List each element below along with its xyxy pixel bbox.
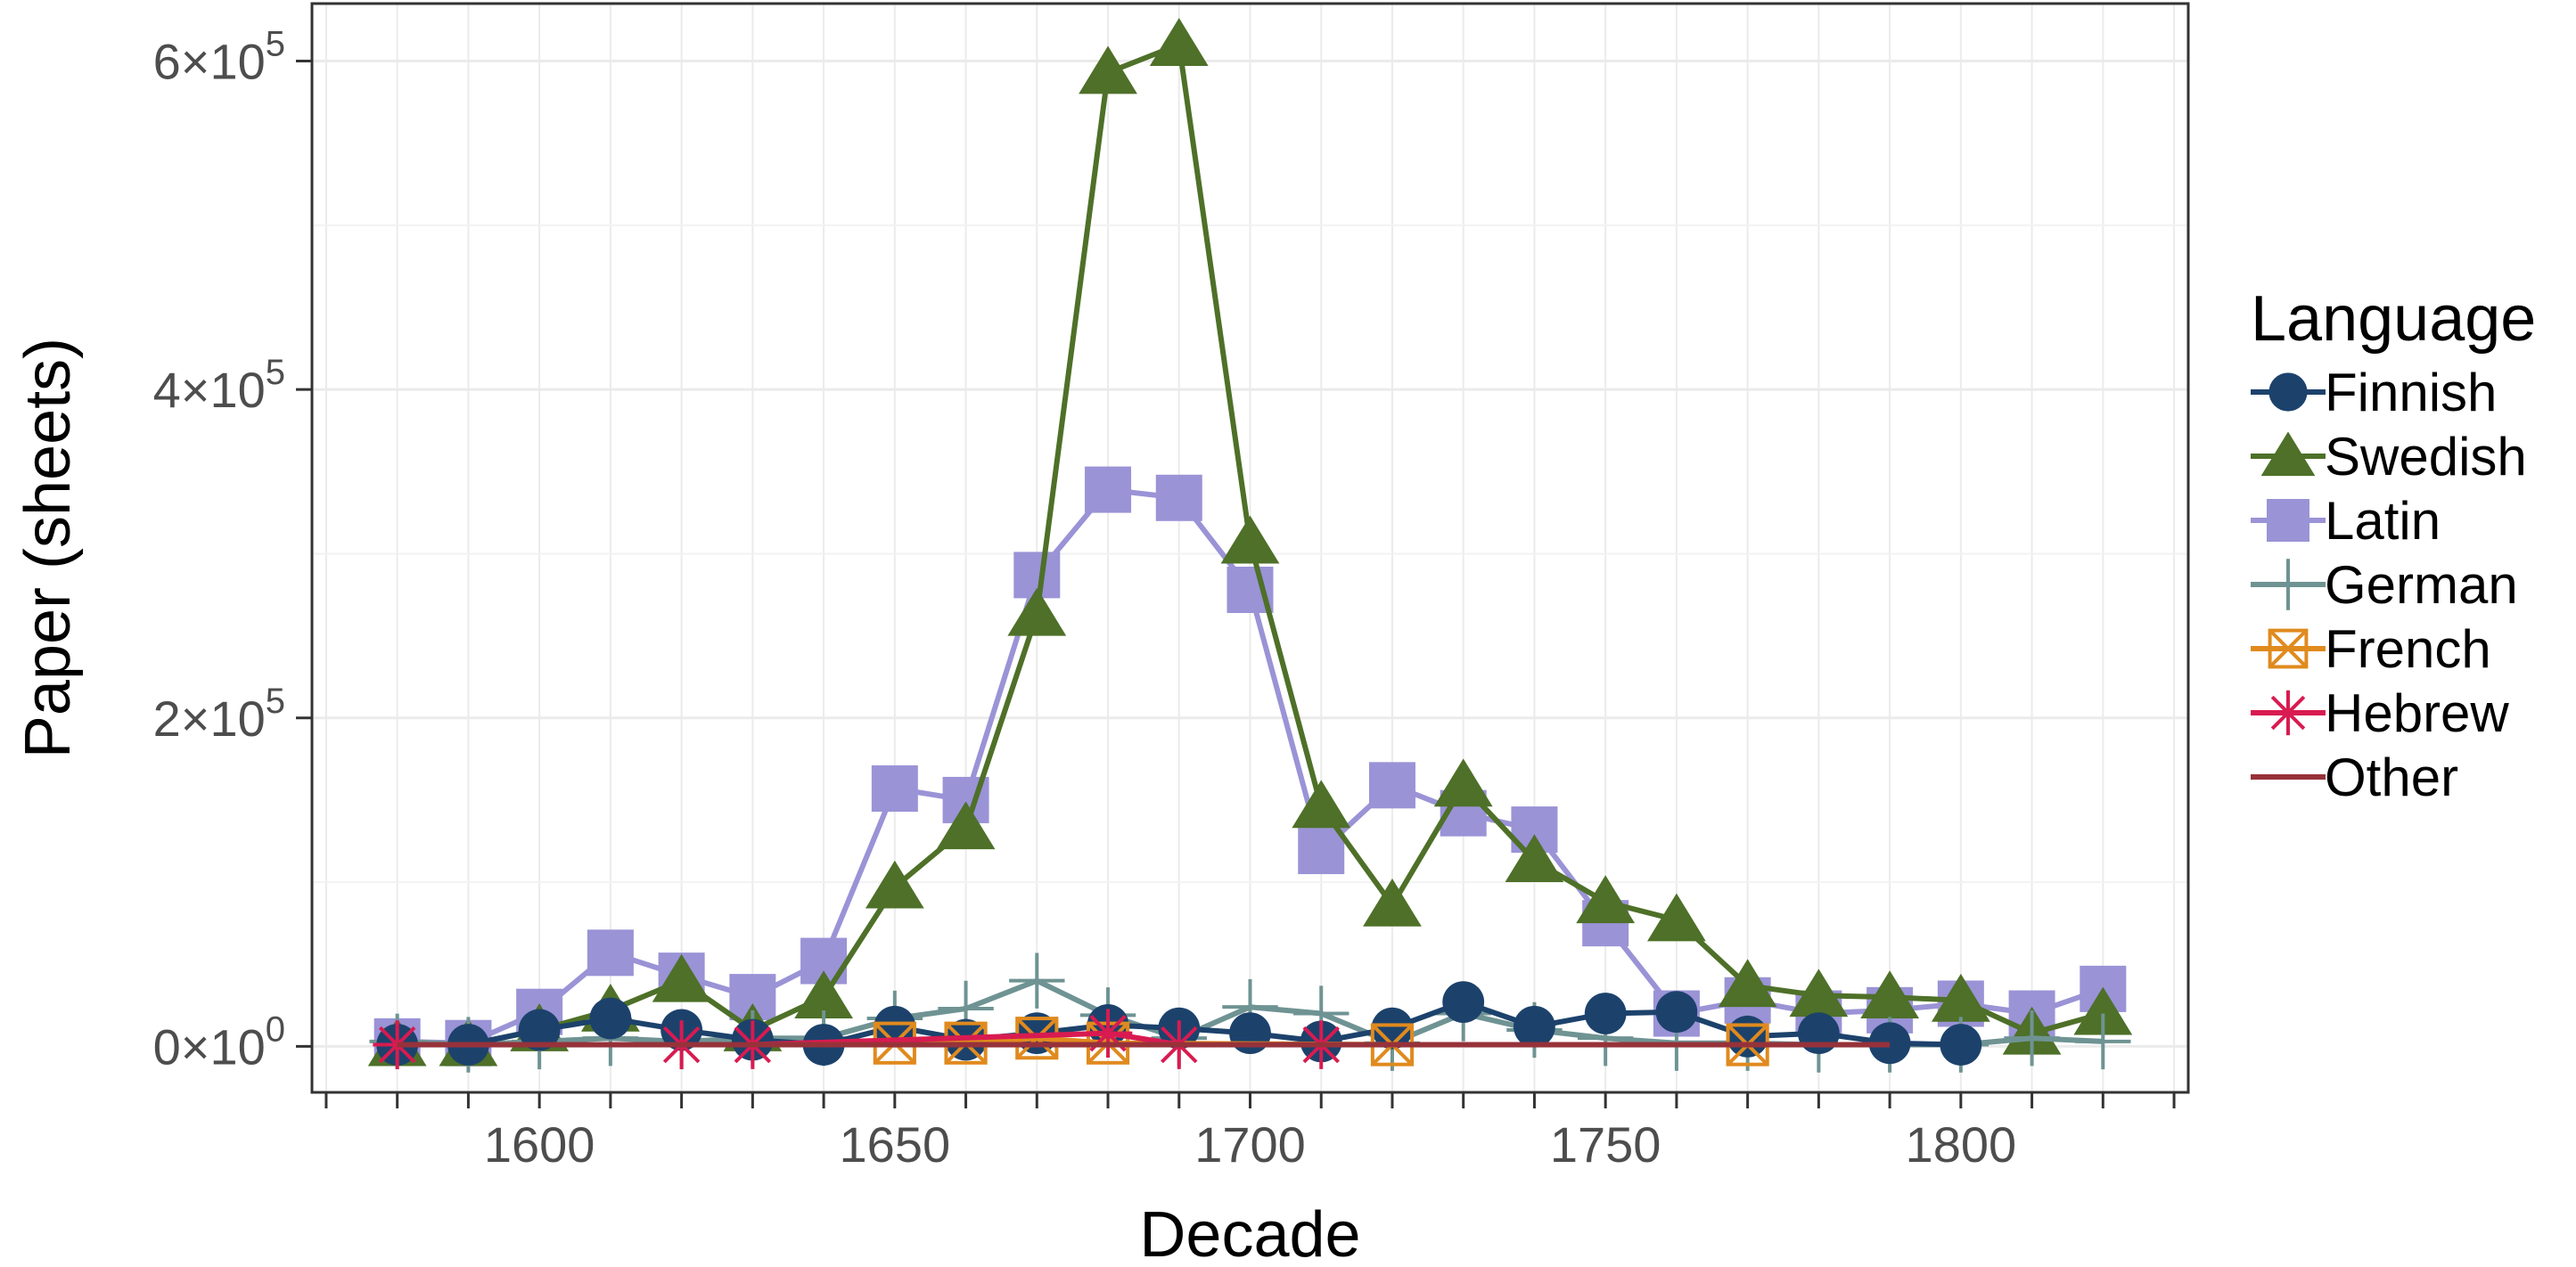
triangle-point	[936, 801, 996, 850]
triangle-point	[794, 970, 853, 1019]
triangle-point	[1220, 515, 1280, 564]
x-tick-label: 1650	[840, 1116, 951, 1173]
circle-point	[1229, 1012, 1271, 1055]
legend-label: French	[2325, 619, 2491, 679]
circle-point	[1940, 1024, 1982, 1066]
legend-label: German	[2325, 555, 2518, 615]
data-series	[367, 18, 2133, 1073]
triangle-point	[1860, 970, 1920, 1019]
square-point	[1368, 762, 1415, 809]
triangle-point	[1789, 969, 1849, 1018]
x-axis: 1600 1650 1700 1750 1800	[324, 1092, 2176, 1173]
legend-item-finnish: Finnish	[2251, 363, 2497, 422]
plus-point	[1009, 952, 1065, 1009]
x-tick-label: 1700	[1194, 1116, 1306, 1173]
triangle-point	[865, 860, 924, 909]
legend-label: Swedish	[2325, 427, 2527, 486]
x-tick-label: 1800	[1906, 1116, 2017, 1173]
triangle-point	[2073, 986, 2133, 1035]
triangle-point	[1433, 758, 1493, 807]
square-point	[871, 765, 918, 813]
legend-title: Language	[2251, 283, 2536, 355]
y-axis: 0×100 2×105 4×105 6×105	[153, 25, 312, 1075]
x-axis-title: Decade	[1139, 1199, 1360, 1263]
circle-point	[518, 1009, 561, 1051]
legend-label: Finnish	[2325, 363, 2497, 422]
circle-point	[1584, 993, 1627, 1034]
square-point	[2267, 499, 2309, 542]
triangle-point	[1079, 45, 1137, 94]
legend-label: Other	[2325, 748, 2458, 807]
legend-label: Hebrew	[2325, 683, 2509, 743]
asterisk-point	[1083, 1009, 1133, 1058]
plus-point	[2004, 1010, 2060, 1067]
square-point	[587, 929, 634, 977]
plus-point	[2075, 1013, 2131, 1070]
legend-item-latin: Latin	[2251, 491, 2441, 551]
asterisk-point	[2265, 690, 2311, 736]
y-tick-label: 4×105	[153, 353, 285, 418]
x-tick-label: 1600	[484, 1116, 595, 1173]
y-tick-label: 6×105	[153, 25, 285, 90]
square-point	[1085, 466, 1132, 513]
triangle-point	[1149, 18, 1209, 66]
circle-point	[1442, 981, 1485, 1024]
legend-item-french: French	[2251, 619, 2491, 679]
y-axis-title: Paper (sheets)	[12, 338, 84, 758]
triangle-point	[1292, 780, 1351, 829]
circle-point	[1727, 1015, 1769, 1058]
legend-item-other: Other	[2251, 748, 2458, 807]
legend-label: Latin	[2325, 491, 2441, 551]
triangle-point	[1505, 834, 1564, 883]
circle-point	[2268, 372, 2308, 412]
triangle-point	[1718, 959, 1777, 1008]
circle-point	[1514, 1005, 1555, 1048]
square-x-point	[2268, 628, 2309, 669]
x-tick-label: 1750	[1550, 1116, 1661, 1173]
triangle-point	[652, 953, 711, 1002]
y-tick-label: 0×100	[153, 1010, 285, 1075]
triangle-point	[1576, 875, 1636, 924]
legend-item-hebrew: Hebrew	[2251, 683, 2509, 743]
legend-item-german: German	[2251, 555, 2518, 615]
circle-point	[1655, 991, 1698, 1034]
circle-point	[1797, 1012, 1840, 1055]
triangle-point	[1647, 893, 1706, 942]
y-tick-label: 2×105	[153, 682, 285, 747]
plus-point	[2262, 559, 2314, 610]
triangle-point	[2260, 431, 2316, 477]
legend-item-swedish: Swedish	[2251, 427, 2527, 486]
square-point	[1155, 474, 1202, 521]
triangle-point	[1007, 587, 1067, 636]
triangle-point	[1363, 878, 1422, 927]
triangle-point	[1931, 973, 1990, 1022]
circle-point	[1868, 1022, 1911, 1065]
legend: Language FinnishSwedishLatinGermanFrench…	[2251, 283, 2536, 807]
circle-point	[1371, 1007, 1414, 1050]
square-point	[1298, 828, 1345, 875]
circle-point	[589, 997, 632, 1040]
